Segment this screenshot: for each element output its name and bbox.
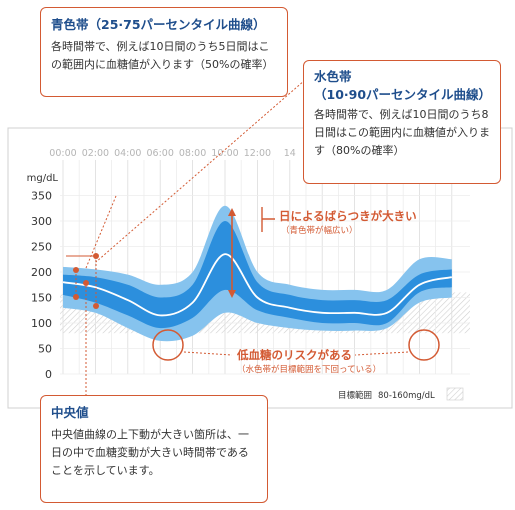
median-line [62,253,453,317]
target-range-swatch [446,387,464,401]
y-tick-label: 250 [31,241,52,254]
leader-blue-band [85,195,117,269]
y-tick-label: 150 [31,292,52,305]
x-axis-ticks: 00:00 02:00 04:00 06:00 08:00 10:00 12:00 14 [49,148,296,159]
x-tick-label: 08:00 [179,148,206,159]
y-tick-label: 200 [31,266,52,279]
x-tick-label: 14 [284,148,296,159]
variability-arrow [228,208,236,298]
x-tick-label: 00:00 [49,148,76,159]
hypo-subtitle: （水色帯が目標範囲を下回っている） [237,364,381,375]
variability-subtitle: （青色帯が幅広い） [281,225,358,236]
y-axis-ticks: 0 50 100 150 200 250 300 350 [31,190,52,382]
callout-blue-band: 青色帯（25·75パーセンタイル曲線） 各時間帯で、例えば10日間のうち5日間は… [40,7,288,97]
y-tick-label: 50 [38,343,52,356]
callout-median-title: 中央値 [51,405,89,420]
target-range-label: 目標範囲 [338,390,372,401]
variability-bracket [261,207,275,232]
x-tick-label: 04:00 [114,148,141,159]
hypo-title: 低血糖のリスクがある [236,348,352,362]
y-tick-label: 300 [31,215,52,228]
callout-blue-band-title: 青色帯（25·75パーセンタイル曲線） [51,17,266,32]
y-tick-label: 100 [31,317,52,330]
callout-median-body: 中央値曲線の上下動が大きい箇所は、一日の中で血糖変動が大きい時間帯であることを示… [51,428,249,477]
callout-light-band: 水色帯 （10·90パーセンタイル曲線） 各時間帯で、例えば10日間のうち8日間… [303,60,501,184]
band-25-75 [63,220,452,329]
hypo-circle-left [152,329,184,361]
x-tick-label: 10:00 [211,148,238,159]
variability-title: 日によるばらつきが大きい [279,209,417,223]
x-tick-label: 06:00 [147,148,174,159]
y-axis-label: mg/dL [27,173,59,184]
callout-light-band-title: 水色帯 （10·90パーセンタイル曲線） [314,69,492,102]
x-tick-label: 12:00 [244,148,271,159]
target-range-value: 80-160mg/dL [378,391,435,401]
hypo-connector [183,351,409,356]
callout-median: 中央値 中央値曲線の上下動が大きい箇所は、一日の中で血糖変動が大きい時間帯である… [40,395,268,503]
y-tick-label: 350 [31,190,52,203]
y-tick-label: 0 [45,368,52,381]
x-tick-label: 02:00 [82,148,109,159]
callout-light-band-body: 各時間帯で、例えば10日間のうち8日間はこの範囲内に血糖値が入ります（80%の確… [314,108,490,157]
callout-blue-band-body: 各時間帯で、例えば10日間のうち5日間はこの範囲内に血糖値が入ります（50%の確… [51,40,274,71]
hypo-circle-right [408,329,440,361]
